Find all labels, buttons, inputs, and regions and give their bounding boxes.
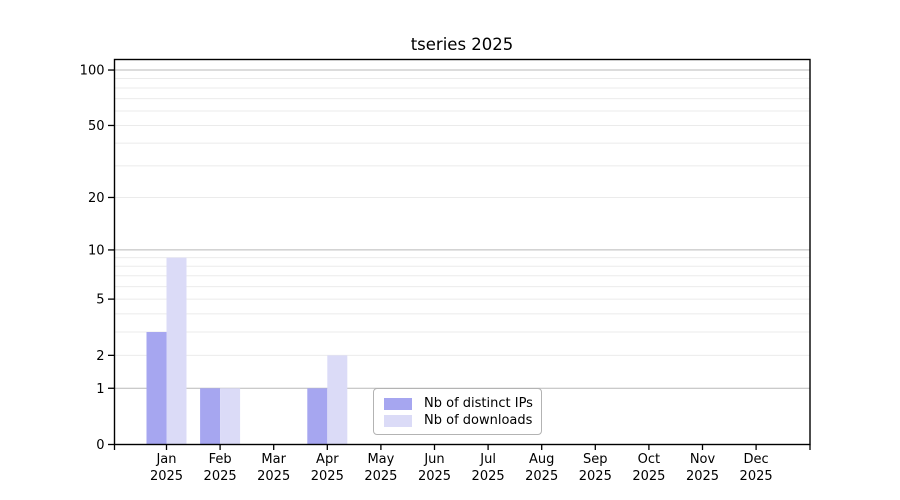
- axes-box: [113, 58, 811, 446]
- bar-feb-distinct-ips: [200, 388, 221, 445]
- x-tick-label-nov: Nov 2025: [686, 452, 719, 484]
- x-tick-label-dec: Dec 2025: [740, 452, 773, 484]
- bar-feb-downloads: [220, 388, 241, 445]
- bar-apr-distinct-ips: [307, 388, 328, 445]
- y-tick-label-10: 10: [88, 243, 105, 258]
- y-tick-label-1: 1: [96, 382, 104, 397]
- legend-entry-downloads: Nb of downloads: [384, 413, 533, 428]
- y-tick-label-2: 2: [96, 349, 104, 364]
- x-tick-label-jun: Jun 2025: [418, 452, 451, 484]
- bar-jan-downloads: [166, 257, 187, 445]
- x-tick-label-aug: Aug 2025: [525, 452, 558, 484]
- x-tick-label-mar: Mar 2025: [257, 452, 290, 484]
- legend: Nb of distinct IPs Nb of downloads: [373, 388, 542, 435]
- x-tick-label-apr: Apr 2025: [311, 452, 344, 484]
- bar-jan-distinct-ips: [146, 332, 167, 445]
- legend-label-downloads: Nb of downloads: [424, 413, 533, 428]
- y-tick-label-0: 0: [96, 438, 104, 453]
- x-tick-label-jan: Jan 2025: [150, 452, 183, 484]
- y-tick-label-5: 5: [96, 293, 104, 308]
- x-tick-label-oct: Oct 2025: [632, 452, 665, 484]
- y-tick-label-100: 100: [80, 64, 105, 79]
- chart-title: tseries 2025: [410, 35, 514, 54]
- x-tick-label-feb: Feb 2025: [204, 452, 237, 484]
- x-tick-label-sep: Sep 2025: [579, 452, 612, 484]
- legend-entry-distinct-ips: Nb of distinct IPs: [384, 396, 533, 411]
- legend-swatch-downloads: [384, 414, 412, 427]
- x-tick-label-jul: Jul 2025: [472, 452, 505, 484]
- x-tick-label-may: May 2025: [364, 452, 397, 484]
- y-tick-label-50: 50: [88, 119, 105, 134]
- y-tick-label-20: 20: [88, 191, 105, 206]
- bar-apr-downloads: [327, 355, 348, 445]
- legend-label-distinct-ips: Nb of distinct IPs: [424, 396, 533, 411]
- legend-swatch-distinct-ips: [384, 397, 412, 410]
